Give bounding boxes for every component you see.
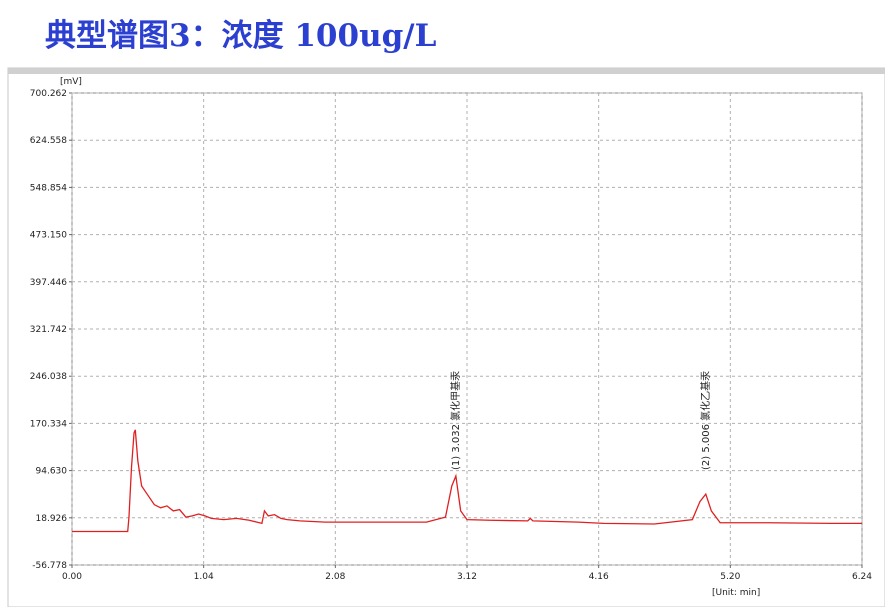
y-tick-label: 624.558 (30, 136, 67, 146)
chromatogram-line (72, 429, 862, 533)
y-tick-label: 700.262 (30, 89, 67, 99)
x-tick-label: 0.00 (62, 572, 82, 582)
y-tick-label: 18.926 (36, 514, 68, 524)
y-axis-label: [mV] (60, 77, 82, 87)
panel-top-bar (8, 68, 885, 74)
y-tick-label: 321.742 (30, 325, 67, 335)
x-tick-label: 3.12 (457, 572, 477, 582)
y-tick-label: -56.778 (32, 561, 67, 571)
x-axis-label: [Unit: min] (712, 588, 760, 598)
x-tick-label: 2.08 (325, 572, 345, 582)
chart-title: 典型谱图3：浓度 100ug/L (45, 18, 437, 54)
chart-panel (7, 67, 885, 608)
y-tick-label: 473.150 (30, 231, 67, 241)
y-tick-label: 246.038 (30, 372, 67, 382)
peak-annotation: (1) 3.032 氯化甲基汞 (449, 371, 462, 470)
y-tick-label: 170.334 (30, 419, 67, 429)
peak-annotation: (2) 5.006 氯化乙基汞 (699, 371, 712, 470)
x-tick-label: 6.24 (852, 572, 872, 582)
y-tick-label: 548.854 (30, 183, 67, 193)
x-tick-label: 5.20 (720, 572, 740, 582)
y-tick-label: 397.446 (30, 278, 67, 288)
y-tick-label: 94.630 (36, 467, 68, 477)
x-tick-label: 1.04 (194, 572, 214, 582)
x-tick-label: 4.16 (589, 572, 609, 582)
